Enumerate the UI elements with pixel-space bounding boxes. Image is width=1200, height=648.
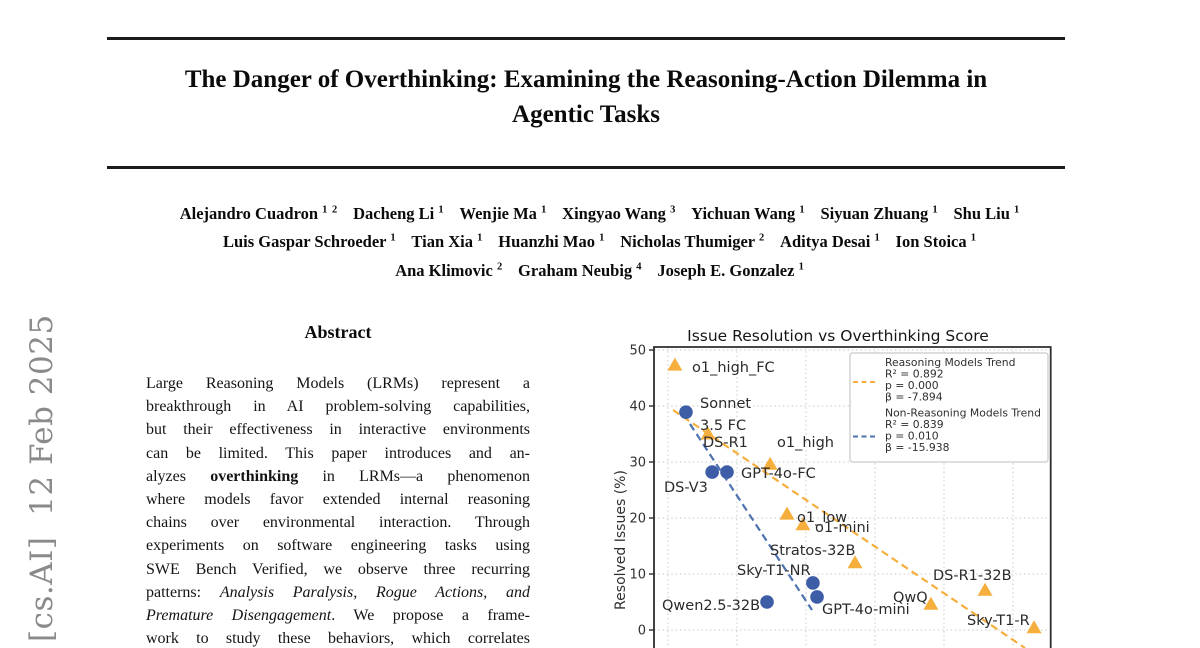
point-Sky-T1-R <box>1026 620 1042 634</box>
label-o1-mini: o1-mini <box>815 520 870 536</box>
label-Sky-T1-NR: Sky-T1-NR <box>737 563 811 579</box>
abstract-line: Premature Disengagement. We propose a fr… <box>146 607 530 625</box>
abstract-line: work to study these behaviors, which cor… <box>146 630 530 648</box>
arxiv-stamp: [cs.AI] 12 Feb 2025 <box>24 314 60 642</box>
plot-spines <box>653 346 1052 648</box>
paper-title-line1: The Danger of Overthinking: Examining th… <box>184 66 988 93</box>
author: Xingyao Wang 3 <box>562 203 677 223</box>
legend-text: p = 0.010 <box>885 430 939 443</box>
y-tick-label: 30 <box>629 456 646 471</box>
author: Dacheng Li 1 <box>353 203 445 223</box>
point-QwQ <box>923 596 939 610</box>
abstract-heading: Abstract <box>304 322 372 342</box>
title-rule-top <box>107 37 1065 40</box>
author-list: Alejandro Cuadron 1 2 Dacheng Li 1 Wenjie … <box>90 197 1110 283</box>
point-o1_low <box>779 506 795 520</box>
point-o1_high <box>762 456 778 470</box>
legend-text: R² = 0.839 <box>885 418 944 431</box>
author: Tian Xia 1 <box>411 232 484 251</box>
label-GPT-4o-FC: GPT-4o-FC <box>741 466 816 482</box>
author: Luis Gaspar Schroeder 1 <box>223 232 397 251</box>
overthinking-scatter-figure: 0 10 20 30 40 50 o1_high_FC DS-R1 o1_high o1_low o… <box>600 325 1100 648</box>
author: Huanzhi Mao 1 <box>498 232 606 251</box>
abstract-paragraph: Large Reasoning Models (LRMs) represent … <box>146 372 530 648</box>
abstract-line: SWE Bench Verified, we observe three rec… <box>146 560 530 578</box>
author: Alejandro Cuadron 1 2 <box>179 203 339 223</box>
title-rule-bottom <box>107 166 1065 169</box>
author: Siyuan Zhuang 1 <box>820 203 939 223</box>
y-axis-label: Resolved Issues (%) <box>613 470 629 610</box>
abstract-line: Large Reasoning Models (LRMs) represent … <box>146 375 530 392</box>
author: Yichuan Wang 1 <box>691 203 806 223</box>
legend-text: Non-Reasoning Models Trend <box>885 407 1041 420</box>
label-DS-R1-32B: DS-R1-32B <box>933 568 1012 584</box>
paper-title: The Danger of Overthinking: Examining th… <box>107 62 1065 132</box>
point-Sonnet 3.5 FC <box>679 405 693 419</box>
author: Aditya Desai 1 <box>780 232 881 251</box>
label-DS-R1: DS-R1 <box>703 435 748 451</box>
author: Wenjie Ma 1 <box>459 203 548 223</box>
trend-line <box>689 423 813 611</box>
point-DS-V3 <box>705 465 719 479</box>
label-Qwen2.5-32B: Qwen2.5-32B <box>662 598 760 614</box>
point-o1_high_FC <box>667 357 683 371</box>
label-o1_low: o1_low <box>797 510 847 526</box>
author: Graham Neubig 4 <box>518 260 643 280</box>
label-o1_high_FC: o1_high_FC <box>692 360 775 376</box>
label-o1_high: o1_high <box>777 435 834 451</box>
label-Sonnet 3.5 FC: Sonnet 3.5 FC <box>700 396 751 434</box>
label-DS-V3: DS-V3 <box>664 480 708 496</box>
abstract-line: patterns: Analysis Paralysis, Rogue Acti… <box>146 583 530 601</box>
label-Stratos-32B: Stratos-32B <box>770 543 855 559</box>
author: Ana Klimovic 2 <box>395 260 504 280</box>
point-GPT-4o-mini <box>810 590 824 604</box>
author-row: Luis Gaspar Schroeder 1 Tian Xia 1 Huanzhi… <box>90 226 1110 255</box>
author: Nicholas Thumiger 2 <box>620 232 766 251</box>
author-row: Ana Klimovic 2 Graham Neubig 4 Joseph E. G… <box>90 254 1110 283</box>
point-DS-R1 <box>700 426 716 440</box>
abstract-line: alyzes overthinking in LRMs—a phenomenon <box>146 467 530 485</box>
author: Ion Stoica 1 <box>895 232 977 251</box>
y-tick-label: 50 <box>629 344 646 359</box>
legend-text: β = -7.894 <box>885 391 943 404</box>
abstract-line: but their effectiveness in interactive e… <box>146 421 530 439</box>
y-tick-label: 0 <box>638 624 646 639</box>
trend-line <box>672 409 1026 648</box>
abstract-line: can be limited. This paper introduces an… <box>146 444 530 462</box>
abstract-line: experiments on software engineering task… <box>146 537 530 555</box>
point-GPT-4o-FC <box>720 465 734 479</box>
abstract-line: where models favor extended internal rea… <box>146 491 530 509</box>
point-o1-mini <box>795 517 811 531</box>
y-tick-label: 10 <box>629 568 646 583</box>
label-GPT-4o-mini: GPT-4o-mini <box>822 602 910 618</box>
overthinking-scatter-chart: 0 10 20 30 40 50 o1_high_FC DS-R1 o1_high o1_lowo… <box>613 327 1052 648</box>
abstract-line: breakthrough in AI problem-solving capab… <box>146 398 530 416</box>
abstract-line: chains over environmental interaction. T… <box>146 514 530 532</box>
chart-legend-box <box>849 352 1049 463</box>
y-tick-label: 40 <box>629 400 646 415</box>
author: Joseph E. Gonzalez 1 <box>657 260 805 280</box>
label-QwQ: QwQ <box>893 590 928 606</box>
author-row: Alejandro Cuadron 1 2 Dacheng Li 1 Wenjie … <box>90 197 1110 226</box>
legend-text: Reasoning Models Trend <box>885 356 1016 369</box>
y-tick-label: 20 <box>629 512 646 527</box>
label-Sky-T1-R: Sky-T1-R <box>967 613 1030 629</box>
author: Shu Liu 1 <box>953 203 1021 223</box>
abstract-section: Abstract Large Reasoning Models (LRMs) r… <box>146 322 530 648</box>
legend-text: β = -15.938 <box>885 441 950 454</box>
point-Stratos-32B <box>847 555 863 569</box>
legend-text: R² = 0.892 <box>885 368 944 381</box>
point-DS-R1-32B <box>977 582 993 596</box>
point-Sky-T1-NR <box>806 576 820 590</box>
chart-title: Issue Resolution vs Overthinking Score <box>687 327 989 345</box>
point-Qwen2.5-32B <box>760 595 774 609</box>
legend-text: p = 0.000 <box>885 379 939 392</box>
paper-title-line2: Agentic Tasks <box>512 101 660 128</box>
